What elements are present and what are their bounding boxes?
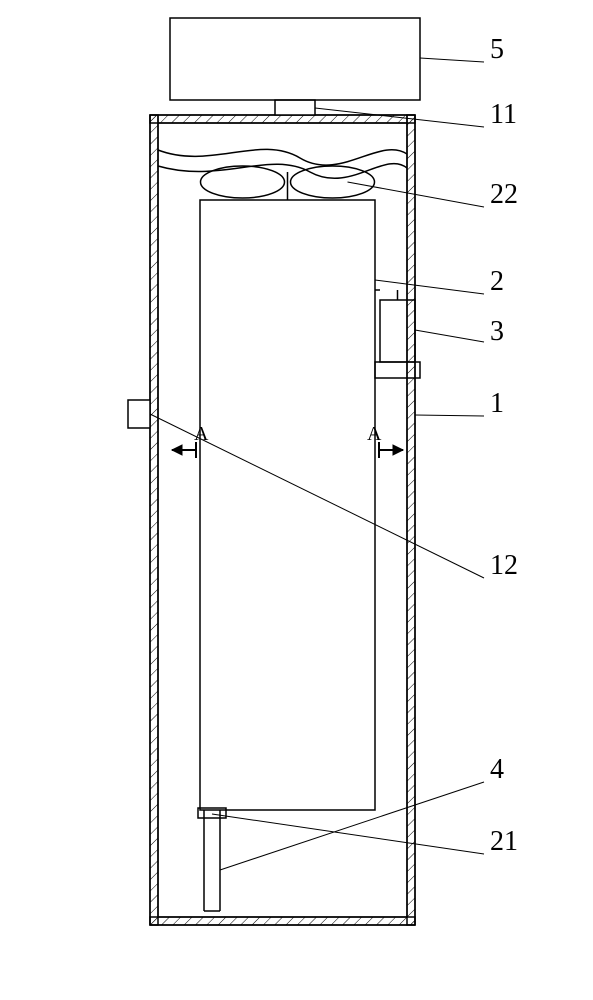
diagram-stage: AA 5 11 22 2 3 1 12 4 21 (0, 0, 593, 1000)
label-3: 3 (490, 318, 504, 346)
label-22: 22 (490, 181, 518, 209)
label-2: 2 (490, 268, 504, 296)
label-11: 11 (490, 101, 517, 129)
label-21: 21 (490, 828, 518, 856)
label-5: 5 (490, 36, 504, 64)
label-12: 12 (490, 552, 518, 580)
label-4: 4 (490, 756, 504, 784)
label-1: 1 (490, 390, 504, 418)
svg-text:A: A (367, 423, 382, 445)
